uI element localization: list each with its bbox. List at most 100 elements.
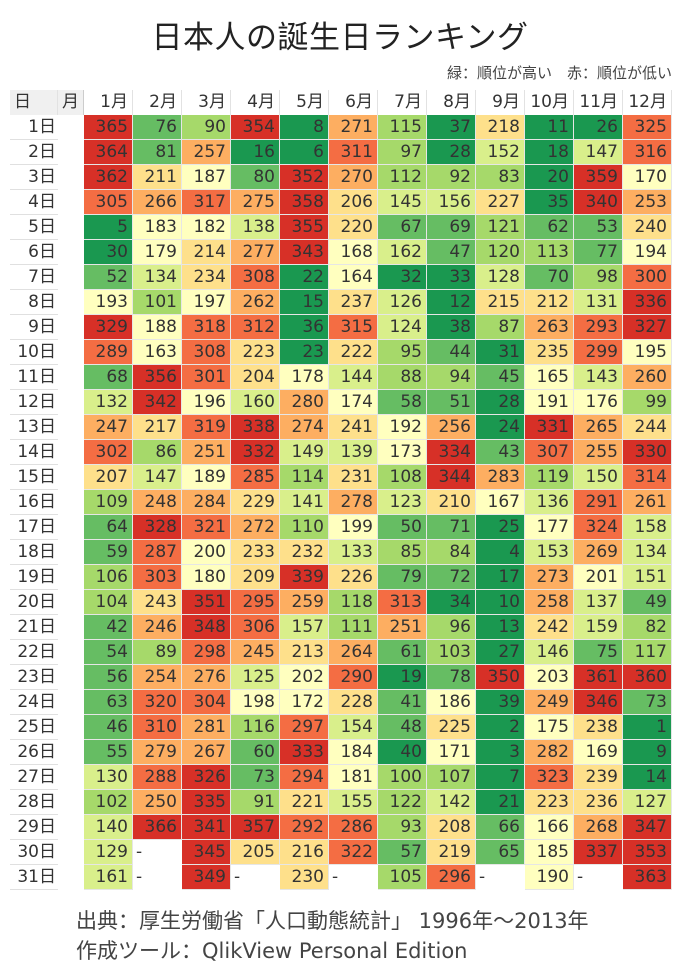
rank-cell[interactable]: 331 (525, 415, 574, 440)
rank-cell[interactable]: 154 (329, 715, 378, 740)
rank-cell[interactable]: 72 (427, 565, 476, 590)
rank-cell[interactable]: 130 (84, 765, 133, 790)
rank-cell[interactable]: 307 (525, 440, 574, 465)
rank-cell[interactable]: 118 (329, 590, 378, 615)
rank-cell[interactable]: 125 (231, 665, 280, 690)
rank-cell[interactable]: 360 (623, 665, 672, 690)
rank-cell[interactable]: 256 (427, 415, 476, 440)
rank-cell[interactable]: 166 (525, 815, 574, 840)
rank-cell[interactable]: 46 (84, 715, 133, 740)
rank-cell[interactable]: 334 (427, 440, 476, 465)
rank-cell[interactable]: 58 (378, 390, 427, 415)
rank-cell[interactable]: 284 (182, 490, 231, 515)
rank-cell[interactable]: 230 (280, 865, 329, 890)
rank-cell[interactable]: 34 (427, 590, 476, 615)
rank-cell[interactable]: 21 (476, 790, 525, 815)
rank-cell[interactable]: 41 (378, 690, 427, 715)
rank-cell[interactable]: 244 (623, 415, 672, 440)
rank-cell[interactable]: 175 (525, 715, 574, 740)
rank-cell[interactable]: 106 (84, 565, 133, 590)
rank-cell[interactable]: 114 (280, 465, 329, 490)
month-dimension-header[interactable]: 月 (58, 90, 84, 115)
rank-cell[interactable]: 24 (476, 415, 525, 440)
rank-cell[interactable]: 70 (525, 265, 574, 290)
rank-cell[interactable]: 39 (476, 690, 525, 715)
rank-cell[interactable]: 111 (329, 615, 378, 640)
rank-cell[interactable]: 82 (623, 615, 672, 640)
rank-cell[interactable]: 271 (329, 115, 378, 140)
rank-cell[interactable]: 213 (280, 640, 329, 665)
rank-cell[interactable]: 303 (133, 565, 182, 590)
rank-cell[interactable]: 60 (231, 740, 280, 765)
month-header[interactable]: 2月 (133, 90, 182, 115)
rank-cell[interactable]: 183 (133, 215, 182, 240)
day-label[interactable]: 9日 (10, 315, 58, 340)
rank-cell[interactable]: 279 (133, 740, 182, 765)
rank-cell[interactable]: 185 (525, 840, 574, 865)
rank-cell[interactable]: 176 (574, 390, 623, 415)
rank-cell[interactable]: 79 (378, 565, 427, 590)
rank-cell[interactable]: 306 (231, 615, 280, 640)
rank-cell[interactable]: 38 (427, 315, 476, 340)
rank-cell[interactable]: 342 (133, 390, 182, 415)
rank-cell[interactable]: 120 (476, 240, 525, 265)
rank-cell[interactable]: 115 (378, 115, 427, 140)
day-label[interactable]: 14日 (10, 440, 58, 465)
day-label[interactable]: 3日 (10, 165, 58, 190)
rank-cell[interactable]: 4 (476, 540, 525, 565)
rank-cell[interactable]: 73 (231, 765, 280, 790)
rank-cell[interactable]: 186 (427, 690, 476, 715)
rank-cell[interactable]: 345 (182, 840, 231, 865)
rank-cell[interactable]: 348 (182, 615, 231, 640)
rank-cell[interactable]: 320 (133, 690, 182, 715)
rank-cell[interactable]: 55 (84, 740, 133, 765)
rank-cell[interactable]: 141 (280, 490, 329, 515)
rank-cell[interactable]: 153 (525, 540, 574, 565)
rank-cell[interactable]: 254 (133, 665, 182, 690)
rank-cell[interactable]: 248 (133, 490, 182, 515)
rank-cell[interactable]: 347 (623, 815, 672, 840)
rank-cell[interactable]: 127 (623, 790, 672, 815)
rank-cell[interactable]: 85 (378, 540, 427, 565)
rank-cell[interactable]: 143 (574, 365, 623, 390)
rank-cell[interactable]: 18 (525, 140, 574, 165)
rank-cell[interactable]: 255 (574, 440, 623, 465)
month-header[interactable]: 3月 (182, 90, 231, 115)
rank-cell[interactable]: 263 (525, 315, 574, 340)
rank-cell[interactable]: 103 (427, 640, 476, 665)
rank-cell[interactable]: 77 (574, 240, 623, 265)
rank-cell[interactable]: 136 (525, 490, 574, 515)
rank-cell[interactable]: 299 (574, 340, 623, 365)
rank-cell[interactable]: 124 (378, 315, 427, 340)
rank-cell[interactable]: 84 (427, 540, 476, 565)
rank-cell[interactable]: 140 (84, 815, 133, 840)
rank-cell[interactable]: 173 (378, 440, 427, 465)
rank-cell[interactable]: 321 (182, 515, 231, 540)
rank-cell[interactable]: 354 (231, 115, 280, 140)
rank-cell[interactable]: 266 (133, 190, 182, 215)
rank-cell[interactable]: 227 (476, 190, 525, 215)
rank-cell[interactable]: 19 (378, 665, 427, 690)
rank-cell[interactable]: 192 (378, 415, 427, 440)
rank-cell[interactable]: 308 (182, 340, 231, 365)
rank-cell[interactable]: 54 (84, 640, 133, 665)
rank-cell[interactable]: 308 (231, 265, 280, 290)
rank-cell[interactable]: 270 (329, 165, 378, 190)
rank-cell[interactable]: 8 (280, 115, 329, 140)
day-label[interactable]: 4日 (10, 190, 58, 215)
rank-cell[interactable]: 305 (84, 190, 133, 215)
rank-cell[interactable]: 197 (182, 290, 231, 315)
rank-cell[interactable]: - (231, 865, 280, 890)
rank-cell[interactable]: 272 (231, 515, 280, 540)
rank-cell[interactable]: 181 (329, 765, 378, 790)
rank-cell[interactable]: 287 (133, 540, 182, 565)
rank-cell[interactable]: 3 (476, 740, 525, 765)
rank-cell[interactable]: 346 (574, 690, 623, 715)
rank-cell[interactable]: 193 (84, 290, 133, 315)
day-label[interactable]: 5日 (10, 215, 58, 240)
rank-cell[interactable]: 102 (84, 790, 133, 815)
rank-cell[interactable]: 276 (182, 665, 231, 690)
rank-cell[interactable]: 105 (378, 865, 427, 890)
rank-cell[interactable]: 90 (182, 115, 231, 140)
rank-cell[interactable]: 150 (574, 465, 623, 490)
